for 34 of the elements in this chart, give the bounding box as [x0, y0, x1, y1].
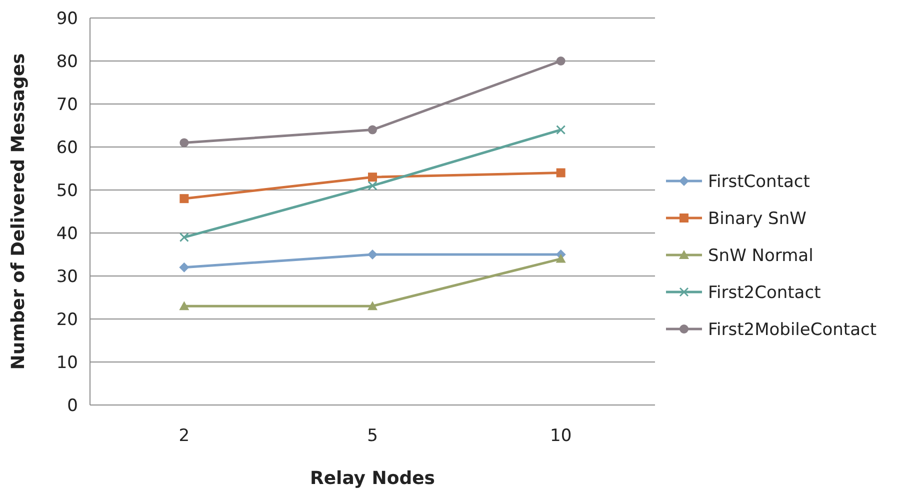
- legend-label: FirstContact: [708, 172, 810, 192]
- point: [180, 194, 189, 204]
- y-tick-label: 40: [56, 224, 78, 244]
- y-tick-label: 10: [56, 352, 78, 373]
- y-tick-label: 70: [56, 94, 78, 115]
- legend-label: Binary SnW: [708, 208, 807, 229]
- y-axis-title: Number of Delivered Messages: [8, 53, 29, 370]
- x-tick-label: 10: [550, 426, 572, 446]
- legend-label: First2MobileContact: [708, 320, 877, 340]
- x-tick-label: 5: [367, 426, 378, 446]
- point: [556, 254, 566, 263]
- y-tick-label: 0: [67, 396, 78, 416]
- point: [179, 232, 189, 242]
- point: [556, 125, 566, 135]
- legend-label: First2Contact: [708, 282, 822, 303]
- point: [368, 250, 378, 260]
- point: [556, 168, 566, 178]
- y-tick-label: 60: [56, 138, 78, 158]
- legend-label: SnW Normal: [708, 246, 814, 266]
- point: [368, 172, 377, 182]
- y-tick-label: 20: [56, 310, 78, 330]
- point: [179, 262, 190, 272]
- x-tick-label: 2: [178, 426, 190, 446]
- point: [180, 138, 189, 148]
- point: [556, 56, 566, 66]
- point: [368, 125, 377, 134]
- point: [368, 180, 378, 190]
- point: [179, 301, 190, 310]
- y-tick-label: 30: [56, 266, 78, 287]
- x-axis-title: Relay Nodes: [310, 468, 436, 489]
- point: [368, 301, 378, 310]
- y-tick-label: 80: [56, 52, 78, 72]
- y-tick-label: 50: [56, 180, 78, 201]
- y-tick-label: 90: [56, 8, 78, 29]
